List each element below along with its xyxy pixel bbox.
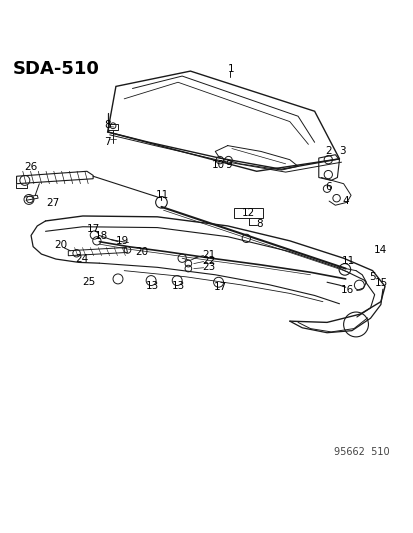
Text: 9: 9 xyxy=(225,160,231,170)
Text: 8: 8 xyxy=(256,219,263,229)
Text: 18: 18 xyxy=(95,231,108,241)
Text: 22: 22 xyxy=(202,256,215,266)
Text: 23: 23 xyxy=(202,262,215,272)
Text: 27: 27 xyxy=(46,198,59,208)
Text: 24: 24 xyxy=(75,254,88,264)
Text: 2: 2 xyxy=(324,147,331,156)
Text: 95662  510: 95662 510 xyxy=(334,447,389,457)
Text: 3: 3 xyxy=(339,147,345,156)
Text: 14: 14 xyxy=(373,245,387,255)
Text: 8: 8 xyxy=(104,120,111,130)
Text: 19: 19 xyxy=(116,236,129,246)
Text: 6: 6 xyxy=(324,182,331,192)
Text: 20: 20 xyxy=(135,247,148,257)
Text: 12: 12 xyxy=(241,208,254,218)
Text: 11: 11 xyxy=(341,256,354,266)
Text: 10: 10 xyxy=(211,160,225,170)
Text: 26: 26 xyxy=(24,162,38,172)
Text: 7: 7 xyxy=(104,138,111,147)
Text: 16: 16 xyxy=(340,285,354,295)
Text: 15: 15 xyxy=(374,278,387,288)
Text: 4: 4 xyxy=(342,196,348,206)
Text: 13: 13 xyxy=(145,281,159,292)
Text: SDA-510: SDA-510 xyxy=(12,60,99,78)
Text: 17: 17 xyxy=(213,282,226,292)
Text: 1: 1 xyxy=(227,63,234,74)
Text: 11: 11 xyxy=(156,190,169,200)
Text: 13: 13 xyxy=(172,281,185,292)
Text: 21: 21 xyxy=(202,250,215,260)
Text: 25: 25 xyxy=(82,277,95,287)
Text: 17: 17 xyxy=(86,224,100,234)
Text: 20: 20 xyxy=(55,240,68,250)
Text: 5: 5 xyxy=(368,272,375,282)
